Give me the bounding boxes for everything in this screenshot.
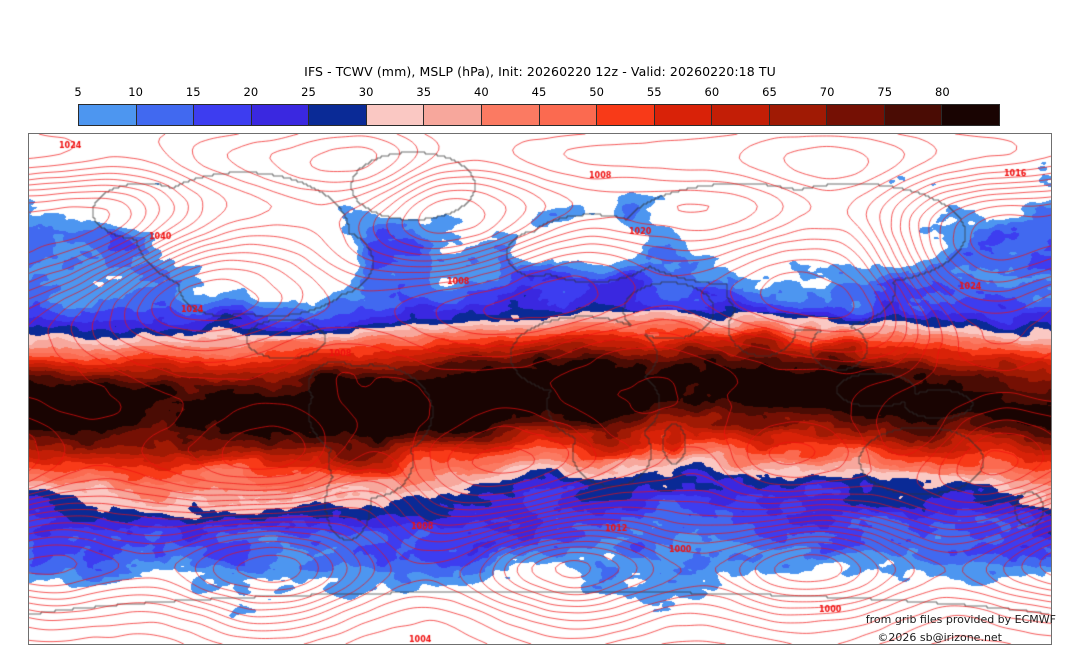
colorbar-tick-25: 25 xyxy=(301,85,316,99)
colorbar-swatch-20 xyxy=(251,105,310,125)
colorbar-swatch-30 xyxy=(366,105,425,125)
colorbar-swatch-65 xyxy=(769,105,828,125)
page-title: IFS - TCWV (mm), MSLP (hPa), Init: 20260… xyxy=(304,64,776,79)
copyright-credit: ©2026 sb@irizone.net xyxy=(877,631,1002,644)
tcwv-mslp-map-canvas[interactable] xyxy=(29,134,1051,644)
colorbar-swatch-60 xyxy=(712,105,770,125)
colorbar-swatch-35 xyxy=(424,105,482,125)
colorbar-swatches xyxy=(78,104,1000,126)
colorbar-tick-45: 45 xyxy=(531,85,547,99)
colorbar-swatch-25 xyxy=(309,105,367,125)
colorbar-tick-labels: 5 10 15 20 25 30 35 40 45 50 55 60 65 70 75 80 xyxy=(74,85,1000,101)
colorbar-tick-40: 40 xyxy=(474,85,489,99)
colorbar-swatch-80 xyxy=(942,105,999,125)
colorbar-tick-75: 75 xyxy=(877,85,893,99)
colorbar-legend: 5 10 15 20 25 30 35 40 45 50 55 60 65 70 75 80 xyxy=(74,85,1000,126)
colorbar-tick-55: 55 xyxy=(646,85,662,99)
colorbar-swatch-10 xyxy=(136,105,195,125)
colorbar-tick-60: 60 xyxy=(704,85,720,99)
colorbar-tick-70: 70 xyxy=(819,85,835,99)
colorbar-swatch-50 xyxy=(597,105,655,125)
colorbar-swatch-55 xyxy=(654,105,713,125)
data-source-credit: from grib files provided by ECMWF xyxy=(865,613,1056,626)
colorbar-tick-10: 10 xyxy=(128,85,143,99)
colorbar-tick-30: 30 xyxy=(358,85,374,99)
colorbar-swatch-15 xyxy=(194,105,252,125)
colorbar-tick-20: 20 xyxy=(243,85,259,99)
map-panel[interactable] xyxy=(28,133,1052,645)
colorbar-tick-50: 50 xyxy=(589,85,604,99)
colorbar-swatch-75 xyxy=(884,105,943,125)
colorbar-tick-65: 65 xyxy=(762,85,777,99)
colorbar-swatch-45 xyxy=(539,105,598,125)
colorbar-tick-80: 80 xyxy=(935,85,950,99)
colorbar-swatch-40 xyxy=(481,105,540,125)
colorbar-tick-15: 15 xyxy=(185,85,201,99)
colorbar-swatch-5 xyxy=(79,105,137,125)
colorbar-tick-35: 35 xyxy=(416,85,432,99)
colorbar-tick-5: 5 xyxy=(74,85,82,99)
colorbar-swatch-70 xyxy=(827,105,885,125)
